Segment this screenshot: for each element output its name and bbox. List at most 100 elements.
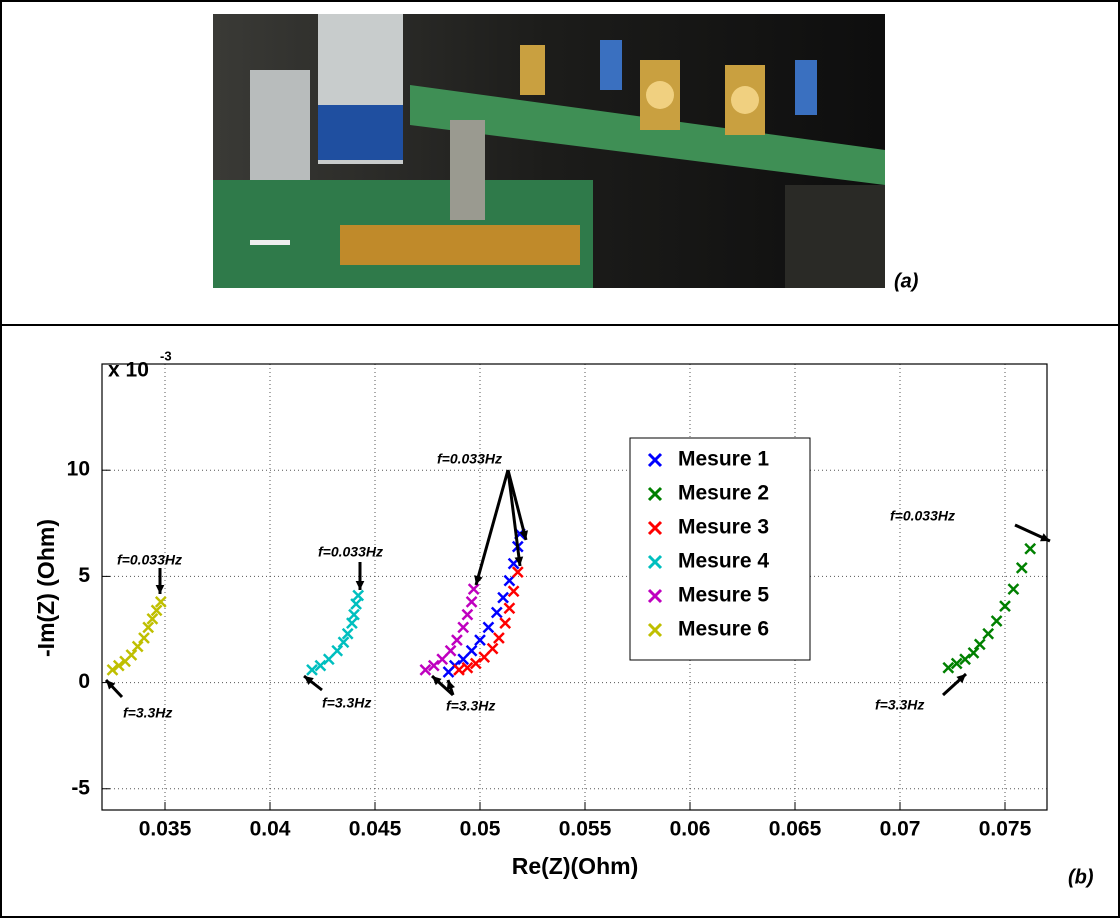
scatter-point — [959, 653, 971, 666]
scatter-point — [444, 644, 457, 657]
arrow-head — [519, 530, 528, 540]
scatter-point — [125, 649, 138, 661]
scatter-point — [457, 653, 470, 666]
legend-marker — [647, 622, 663, 638]
x-tick-label: 0.05 — [460, 818, 501, 841]
arrow-head — [956, 674, 966, 684]
annotation: f=3.3Hz — [322, 695, 371, 711]
panel-label: (b) — [1068, 866, 1094, 888]
scatter-point — [1007, 583, 1020, 596]
x-tick-label: 0.065 — [769, 818, 822, 841]
legend-marker — [647, 588, 663, 604]
legend-marker — [647, 486, 663, 502]
scatter-point — [511, 566, 524, 579]
scatter-point — [341, 627, 354, 640]
legend-label: Mesure 6 — [678, 618, 769, 641]
arrow-head — [304, 676, 314, 685]
arrow-head — [432, 676, 442, 686]
x-tick-label: 0.06 — [670, 818, 711, 841]
scatter-point — [465, 595, 478, 608]
scatter-point — [346, 617, 358, 629]
scatter-point — [106, 663, 119, 676]
scatter-point — [503, 574, 516, 587]
arrow-head — [446, 680, 455, 690]
scatter-point — [1015, 562, 1028, 574]
scatter-point — [973, 638, 986, 651]
scatter-point — [457, 621, 470, 634]
scatter-point — [990, 615, 1003, 627]
scatter-point — [331, 644, 344, 657]
scatter-point — [427, 659, 440, 672]
arrow-head — [106, 680, 116, 690]
plot-frame — [101, 363, 1048, 811]
legend-marker — [647, 520, 663, 536]
scatter-point — [503, 602, 516, 615]
y-tick-label: 10 — [67, 458, 90, 481]
y-tick-label: 0 — [78, 670, 90, 693]
scatter-point — [486, 642, 499, 655]
annotation-arrow — [474, 469, 510, 586]
legend-label: Mesure 5 — [678, 584, 769, 607]
x-tick-label: 0.045 — [349, 818, 402, 841]
legend-label: Mesure 2 — [678, 482, 769, 505]
scatter-point — [436, 653, 449, 666]
scatter-point — [112, 659, 125, 672]
scatter-point — [507, 585, 520, 598]
scatter-point — [950, 657, 963, 670]
annotation: f=3.3Hz — [123, 705, 172, 721]
scatter-point — [482, 621, 495, 634]
scatter-point — [142, 621, 155, 634]
scatter-point — [461, 608, 474, 621]
annotation-arrow — [506, 469, 522, 567]
arrow-head — [474, 575, 483, 585]
y-axis-label: -Im(Z) (Ohm) — [33, 519, 59, 657]
arrow-head — [155, 584, 165, 594]
scatter-point — [350, 598, 362, 610]
scatter-point — [419, 663, 432, 676]
y-multiplier-exponent: -3 — [160, 348, 172, 363]
scatter-point — [150, 604, 163, 617]
panel-label: (a) — [894, 270, 919, 292]
scatter-point — [478, 651, 491, 663]
scatter-point — [942, 661, 955, 674]
legend-label: Mesure 3 — [678, 516, 769, 539]
y-tick-label: -5 — [71, 776, 90, 799]
arrow-head — [1040, 533, 1050, 542]
legend-marker — [647, 452, 663, 468]
legend-label: Mesure 1 — [678, 448, 769, 471]
scatter-point — [146, 612, 159, 625]
y-multiplier: x 10 — [108, 359, 149, 382]
annotation: f=0.033Hz — [437, 451, 502, 467]
scatter-point — [982, 627, 995, 640]
annotation: f=3.3Hz — [446, 698, 495, 714]
scatter-point — [967, 646, 980, 659]
scatter-point — [453, 663, 465, 676]
annotation: f=0.033Hz — [117, 552, 182, 568]
scatter-point — [499, 617, 512, 629]
scatter-point — [352, 589, 365, 602]
x-tick-label: 0.075 — [979, 818, 1032, 841]
scatter-point — [322, 653, 335, 666]
scatter-point — [154, 595, 167, 608]
annotation: f=0.033Hz — [318, 544, 383, 560]
scatter-point — [314, 659, 327, 672]
legend-marker — [647, 554, 663, 570]
y-tick-label: 5 — [78, 564, 90, 587]
x-tick-label: 0.055 — [559, 818, 612, 841]
scatter-point — [465, 644, 478, 657]
annotation: f=3.3Hz — [875, 697, 924, 713]
scatter-point — [469, 657, 482, 670]
scatter-point — [348, 608, 360, 621]
scatter-point — [497, 591, 509, 604]
scatter-point — [131, 640, 144, 653]
scatter-point — [1024, 542, 1037, 555]
x-axis-label: Re(Z)(Ohm) — [512, 853, 638, 879]
arrow-head — [514, 556, 524, 566]
legend-label: Mesure 4 — [678, 550, 769, 573]
x-tick-label: 0.035 — [139, 818, 192, 841]
scatter-point — [490, 606, 503, 619]
scatter-point — [493, 632, 505, 644]
